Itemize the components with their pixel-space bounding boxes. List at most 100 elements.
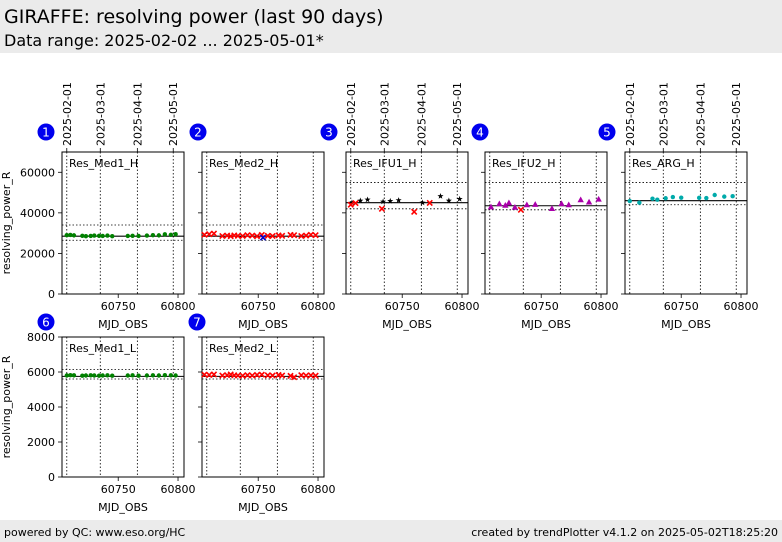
- y-axis-label: resolving_power_R: [0, 171, 13, 274]
- data-point: [269, 232, 276, 240]
- data-point: [558, 200, 565, 207]
- panel-number-badge: [320, 123, 338, 141]
- data-point: [239, 232, 246, 240]
- data-point: [290, 374, 298, 381]
- x-tick-label: 60800: [161, 300, 196, 313]
- data-point: [264, 372, 271, 379]
- y-tick-label: 2000: [27, 436, 55, 449]
- data-point: [144, 233, 150, 238]
- data-point: [162, 232, 168, 237]
- data-point: [312, 232, 319, 239]
- data-point: [249, 372, 256, 379]
- data-point: [523, 201, 531, 208]
- data-point: [206, 230, 213, 238]
- panel-res-med1-l: Res_Med1_L 60750 60800 MJD_OBS 0 2000 4000 6000…: [0, 313, 196, 514]
- data-point: [80, 233, 85, 238]
- header-bar: GIRAFFE: resolving power (last 90 days) …: [0, 0, 782, 53]
- data-point: [312, 372, 319, 379]
- data-point: [290, 232, 298, 239]
- footer-credit: powered by QC: www.eso.org/HC: [4, 526, 186, 539]
- plot-frame: [201, 151, 325, 295]
- panel-number: 6: [42, 316, 50, 330]
- data-point: [68, 372, 73, 378]
- date-tick-label: 2025-05-01: [730, 82, 743, 146]
- plot-frame: [201, 336, 325, 478]
- x-tick-label: 60750: [524, 300, 559, 313]
- plot-frame: [345, 151, 469, 295]
- date-tick-label: 2025-04-01: [131, 82, 144, 146]
- data-point: [496, 200, 503, 207]
- data-point: [347, 201, 354, 208]
- data-point: [71, 373, 77, 378]
- data-point: [380, 198, 387, 205]
- data-point: [105, 373, 110, 378]
- y-tick-label: 0: [48, 288, 55, 301]
- data-point: [548, 205, 556, 211]
- x-axis-label: MJD_OBS: [238, 318, 288, 331]
- data-point: [150, 232, 156, 238]
- data-point: [68, 232, 73, 238]
- data-point: [258, 371, 265, 378]
- data-point: [511, 203, 519, 210]
- data-point: [302, 372, 310, 379]
- x-tick-label: 60750: [385, 300, 420, 313]
- data-point: [348, 199, 356, 206]
- data-point: [88, 233, 93, 239]
- y-axis-label: resolving_power_R: [0, 355, 13, 458]
- data-point: [100, 373, 105, 378]
- data-point: [456, 195, 463, 202]
- panel-res-med2-h: Res_Med2_H 60750 60800 MJD_OBS 2: [189, 123, 336, 331]
- data-point: [150, 373, 156, 378]
- plot-frame: [61, 151, 185, 295]
- data-point: [517, 206, 525, 213]
- panel-label: Res_IFU1_H: [353, 157, 417, 170]
- panel-number: 4: [476, 126, 484, 140]
- data-point: [287, 372, 294, 380]
- data-point: [144, 373, 150, 378]
- data-point: [437, 193, 444, 199]
- x-axis-label: MJD_OBS: [661, 318, 711, 331]
- date-tick-label: 2025-03-01: [378, 82, 391, 146]
- panel-number: 3: [325, 126, 333, 140]
- x-tick-label: 60750: [241, 300, 276, 313]
- data-point: [239, 372, 246, 379]
- data-point: [411, 208, 418, 216]
- data-point: [387, 197, 394, 204]
- data-point: [201, 231, 208, 238]
- data-point: [249, 232, 256, 239]
- y-tick-label: 6000: [27, 366, 55, 379]
- data-point: [136, 233, 141, 239]
- x-tick-label: 60800: [301, 483, 336, 496]
- data-point: [156, 233, 162, 238]
- y-tick-label: 8000: [27, 331, 55, 344]
- data-point: [585, 198, 593, 205]
- panel-res-ifu2-h: Res_IFU2_H 60750 60800 MJD_OBS 4: [471, 123, 619, 331]
- panel-label: Res_Med1_H: [69, 157, 138, 170]
- chart-area: 2025-02-01 2025-03-01 2025-04-01 2025-05-01…: [0, 82, 759, 514]
- data-point: [136, 373, 141, 378]
- data-point: [730, 194, 735, 199]
- data-point: [110, 373, 115, 378]
- data-point: [234, 372, 242, 379]
- data-point: [565, 201, 572, 208]
- panel-res-arg-h: 2025-02-01 2025-03-01 2025-04-01 2025-05-01…: [598, 82, 759, 331]
- data-point: [712, 192, 717, 198]
- data-point: [168, 232, 174, 237]
- data-point: [168, 373, 174, 378]
- data-point: [352, 199, 359, 207]
- data-point: [210, 230, 218, 237]
- panel-number-badge: [37, 313, 55, 331]
- data-point: [156, 373, 162, 378]
- x-tick-label: 60750: [101, 300, 136, 313]
- x-tick-label: 60800: [161, 483, 196, 496]
- date-tick-label: 2025-02-01: [61, 82, 74, 146]
- data-point: [302, 232, 310, 239]
- panel-res-ifu1-h: 2025-02-01 2025-03-01 2025-04-01 2025-05-01…: [320, 82, 480, 331]
- date-tick-label: 2025-04-01: [415, 82, 428, 146]
- data-point: [206, 371, 213, 379]
- data-point: [64, 232, 69, 238]
- data-point: [269, 372, 276, 379]
- data-point: [96, 233, 102, 238]
- data-point: [210, 371, 218, 378]
- panel-number-badge: [471, 123, 489, 141]
